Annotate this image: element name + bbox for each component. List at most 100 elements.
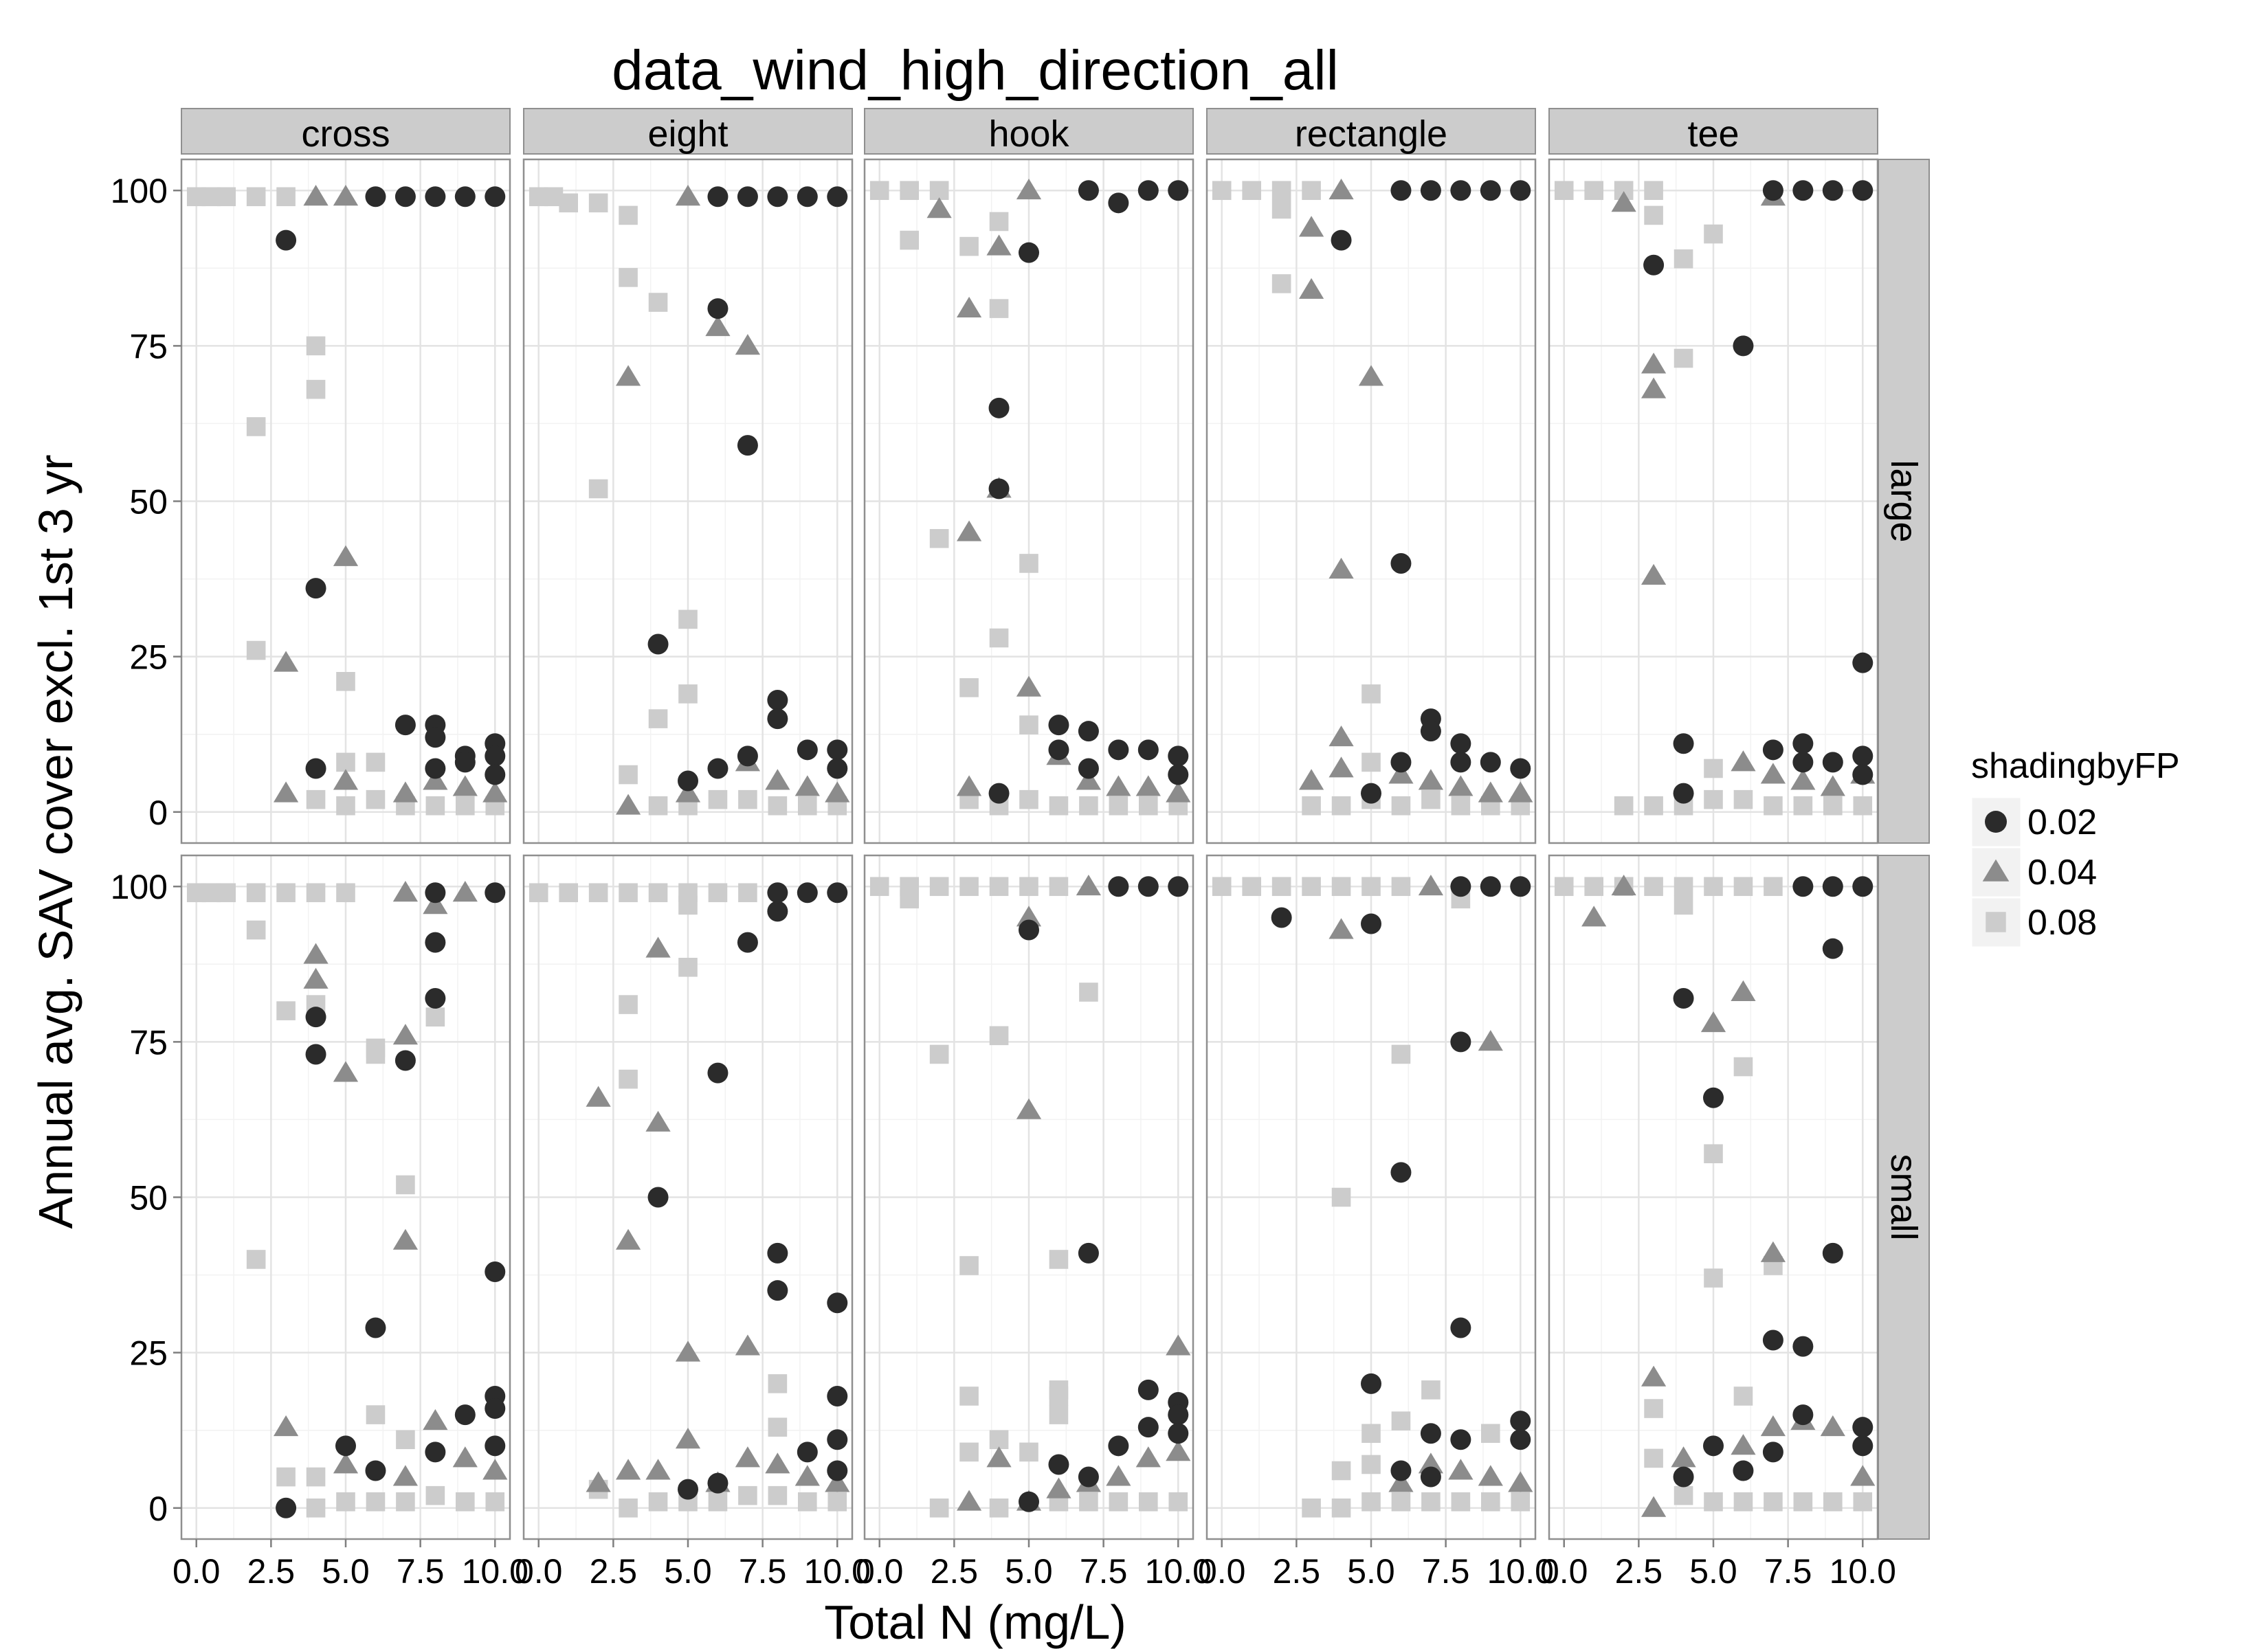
data-point-square xyxy=(425,1007,445,1027)
data-point-square xyxy=(1644,796,1663,816)
facet-strip-small xyxy=(1878,855,1930,1540)
data-point-triangle xyxy=(482,781,508,803)
data-point-circle xyxy=(1078,721,1099,742)
data-point-triangle xyxy=(645,1459,671,1480)
data-point-triangle xyxy=(1731,980,1756,1001)
data-point-triangle xyxy=(675,185,701,206)
data-point-square xyxy=(1212,181,1232,201)
data-point-circle xyxy=(1137,180,1159,201)
data-point-square xyxy=(456,1492,475,1512)
x-tick-label: 5.0 xyxy=(1347,1552,1395,1591)
data-point-square xyxy=(336,752,355,772)
data-point-square xyxy=(425,1485,445,1505)
data-point-triangle xyxy=(794,775,820,796)
data-point-triangle xyxy=(645,1110,671,1132)
data-point-square xyxy=(246,1250,266,1269)
panel-rectangle-small xyxy=(1205,854,1537,1540)
y-tick-label: 75 xyxy=(129,327,168,366)
data-point-square xyxy=(336,1492,355,1512)
data-point-triangle xyxy=(1641,563,1667,585)
data-point-triangle xyxy=(452,775,478,796)
data-point-triangle xyxy=(1700,1011,1726,1033)
data-point-circle xyxy=(1510,1429,1531,1450)
data-point-square xyxy=(929,1044,949,1064)
data-point-square xyxy=(678,958,698,977)
data-point-triangle xyxy=(675,1428,701,1449)
data-point-circle xyxy=(797,882,818,904)
x-tick-label: 5.0 xyxy=(664,1552,712,1591)
data-point-square xyxy=(619,883,638,903)
data-point-square xyxy=(1049,1405,1069,1424)
data-point-circle xyxy=(707,186,729,207)
data-point-triangle xyxy=(303,943,329,964)
data-point-square xyxy=(1391,1411,1411,1431)
data-point-square xyxy=(1391,877,1411,897)
data-point-square xyxy=(246,640,266,660)
data-point-circle xyxy=(485,882,506,904)
x-tick-label: 2.5 xyxy=(590,1552,638,1591)
data-point-square xyxy=(246,417,266,436)
data-point-circle xyxy=(1450,752,1471,773)
data-point-square xyxy=(1584,877,1603,897)
data-point-square xyxy=(1764,877,1783,897)
data-point-circle xyxy=(425,186,446,207)
data-point-circle xyxy=(1733,335,1754,357)
data-point-square xyxy=(768,796,788,816)
data-point-circle xyxy=(1168,1404,1189,1426)
data-point-circle xyxy=(1420,1423,1441,1444)
data-point-square xyxy=(1733,789,1753,809)
data-point-circle xyxy=(827,739,848,761)
data-point-circle xyxy=(1168,1423,1189,1444)
data-point-square xyxy=(900,181,919,201)
x-tick-label: 0.0 xyxy=(856,1552,904,1591)
data-point-square xyxy=(1614,796,1634,816)
data-point-square xyxy=(1644,181,1663,201)
data-point-triangle xyxy=(1448,1459,1474,1480)
panel-cross-large xyxy=(180,158,511,844)
panel-border xyxy=(1548,158,1879,844)
data-point-square xyxy=(336,672,355,691)
legend: shadingbyFP 0.02 0.04 0.08 xyxy=(1970,746,2180,949)
data-point-circle xyxy=(1271,907,1292,928)
data-point-circle xyxy=(1450,1317,1471,1338)
data-point-square xyxy=(366,789,386,809)
data-point-square xyxy=(1674,877,1693,897)
data-point-square xyxy=(1451,796,1471,816)
data-point-triangle xyxy=(1328,725,1354,747)
data-point-triangle xyxy=(956,775,982,796)
data-point-circle xyxy=(1673,1466,1694,1488)
data-point-square xyxy=(1764,796,1783,816)
x-tick-label: 10.0 xyxy=(1487,1552,1554,1591)
data-point-square xyxy=(1302,1498,1321,1518)
facet-strip-hook xyxy=(864,108,1194,155)
data-point-square xyxy=(738,789,757,809)
data-point-circle xyxy=(425,1442,446,1463)
data-point-circle xyxy=(1703,1435,1724,1457)
data-point-triangle xyxy=(1328,178,1354,200)
data-point-square xyxy=(1242,181,1261,201)
x-tick-label: 0.0 xyxy=(515,1552,563,1591)
data-point-square xyxy=(1644,205,1663,225)
data-point-triangle xyxy=(392,1024,419,1045)
data-point-square xyxy=(708,883,728,903)
data-point-square xyxy=(1733,1387,1753,1406)
data-point-circle xyxy=(827,186,848,207)
data-point-triangle xyxy=(1135,1446,1161,1468)
legend-label: 0.04 xyxy=(2027,853,2097,893)
data-point-triangle xyxy=(1166,1440,1191,1461)
data-point-square xyxy=(1361,684,1381,704)
data-point-circle xyxy=(1510,758,1531,779)
data-point-circle xyxy=(1361,783,1381,804)
y-tick-label: 100 xyxy=(111,868,168,906)
data-point-circle xyxy=(425,758,446,779)
data-point-square xyxy=(959,1442,979,1462)
data-point-square xyxy=(1212,877,1232,897)
data-point-circle xyxy=(1852,745,1874,767)
data-point-circle xyxy=(485,745,506,767)
data-point-triangle xyxy=(1388,1471,1414,1492)
data-point-triangle xyxy=(392,1229,419,1250)
data-point-circle xyxy=(1673,988,1694,1009)
data-point-circle xyxy=(1108,876,1129,897)
data-point-triangle xyxy=(482,1459,508,1480)
data-point-circle xyxy=(485,1398,506,1420)
